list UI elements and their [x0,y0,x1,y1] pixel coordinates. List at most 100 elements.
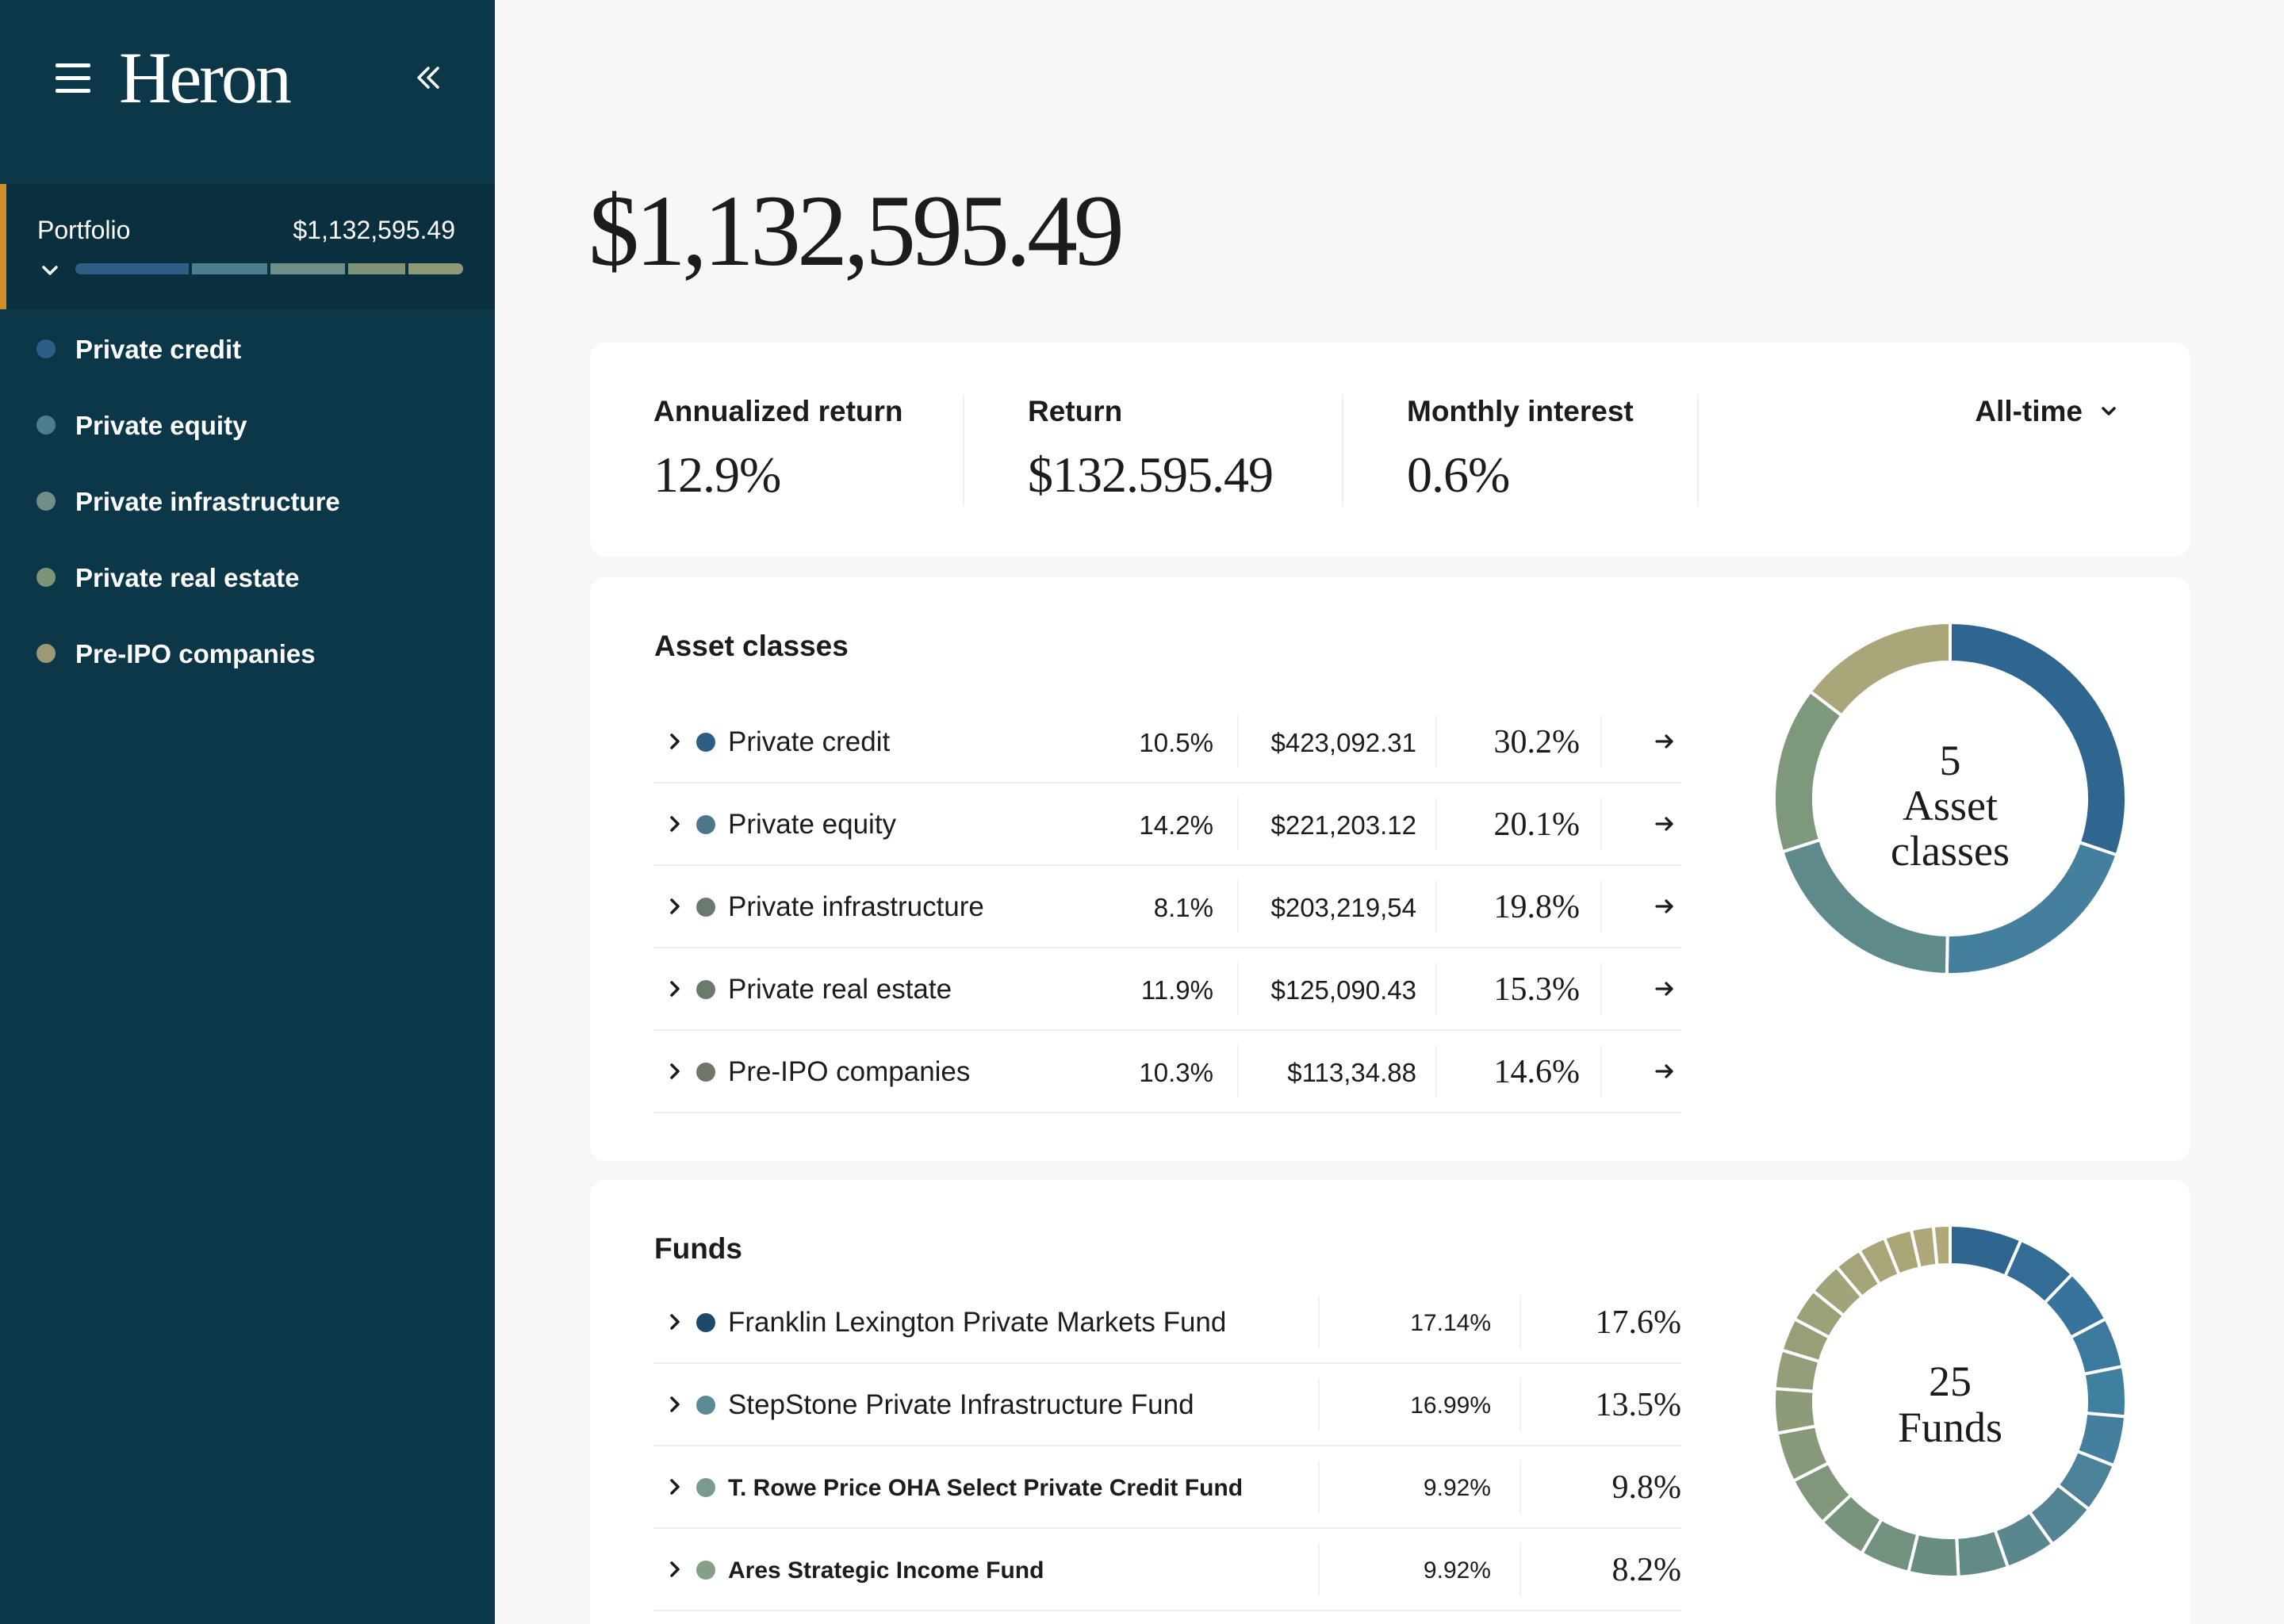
stats-card: Annualized return 12.9% Return $132.595.… [590,343,2190,557]
asset-return: 10.3% [1139,1058,1213,1087]
table-row[interactable]: Private real estate 11.9% $125,090.43 15… [653,948,1681,1031]
chevron-right-icon[interactable] [665,1559,685,1580]
arrow-right-icon[interactable] [1653,894,1677,918]
donut-slice [1772,1386,1818,1435]
portfolio-allocation-bar [75,263,463,274]
table-row[interactable]: Private credit 10.5% $423,092.31 30.2% [653,701,1681,783]
table-row[interactable]: T. Rowe Price OHA Select Private Credit … [653,1446,1681,1529]
table-row[interactable]: Pre-IPO companies 10.3% $113,34.88 14.6% [653,1031,1681,1113]
donut-slice [1772,689,1845,854]
stat-value: 0.6% [1407,446,1510,503]
arrow-right-icon[interactable] [1653,977,1677,1001]
table-row[interactable]: Franklin Lexington Private Markets Fund … [653,1281,1681,1364]
divider [1600,1045,1602,1097]
portfolio-summary[interactable]: Portfolio $1,132,595.49 [0,184,495,309]
divider [1342,395,1343,506]
sidebar-item-private-real-estate[interactable]: Private real estate [0,553,495,601]
row-dot [696,1396,715,1415]
chevron-right-icon[interactable] [665,814,685,834]
fund-return: 16.99% [1410,1392,1491,1419]
table-row[interactable]: StepStone Private Infrastructure Fund 16… [653,1364,1681,1446]
table-row[interactable]: Private equity 14.2% $221,203.12 20.1% [653,783,1681,866]
arrow-right-icon[interactable] [1653,1059,1677,1083]
divider [1435,1045,1437,1097]
row-dot [696,1063,715,1082]
divider [1519,1296,1521,1348]
divider [1600,880,1602,933]
chevron-down-icon[interactable] [40,260,60,281]
row-dot [696,980,715,999]
chevron-right-icon[interactable] [665,1477,685,1497]
funds-donut-chart: 25 Funds [1772,1223,2128,1579]
arrow-right-icon[interactable] [1653,812,1677,836]
chevron-right-icon[interactable] [665,731,685,752]
menu-icon[interactable] [56,63,90,94]
sidebar-item-private-infrastructure[interactable]: Private infrastructure [0,477,495,525]
stat-return: Return $132.595.49 [1028,395,1274,504]
stat-monthly-interest: Monthly interest 0.6% [1407,395,1634,504]
asset-share: 19.8% [1493,889,1581,925]
section-title: Asset classes [654,630,849,662]
divider [1435,715,1437,768]
asset-classes-donut-chart: 5 Asset classes [1772,620,2128,976]
fund-name: T. Rowe Price OHA Select Private Credit … [728,1475,1244,1501]
asset-name: Pre-IPO companies [728,1056,971,1087]
fund-share: 8.2% [1611,1552,1682,1588]
divider [1519,1543,1521,1595]
nav-dot [36,339,56,358]
asset-name: Private real estate [728,974,952,1005]
divider [1697,395,1699,506]
divider [1435,798,1437,850]
sidebar-item-label: Private infrastructure [75,487,340,516]
divider [1600,715,1602,768]
chevron-right-icon[interactable] [665,1394,685,1415]
divider [1318,1461,1320,1513]
collapse-sidebar-icon[interactable] [412,62,444,94]
period-dropdown[interactable]: All-time [1975,395,2119,428]
stat-value: 12.9% [653,446,781,503]
sidebar: Heron Portfolio $1,132,595.49 Private cr… [0,0,495,1624]
stat-annualized-return: Annualized return 12.9% [653,395,903,504]
asset-amount: $125,090.43 [1270,975,1416,1005]
divider [1519,1378,1521,1431]
asset-return: 10.5% [1139,728,1213,757]
fund-name: StepStone Private Infrastructure Fund [728,1389,1194,1420]
divider [1435,880,1437,933]
chevron-right-icon[interactable] [665,896,685,917]
stat-value: $132.595.49 [1028,446,1274,503]
divider [1237,1045,1239,1097]
sidebar-item-private-credit[interactable]: Private credit [0,325,495,373]
chevron-right-icon[interactable] [665,1312,685,1332]
asset-return: 14.2% [1139,810,1213,840]
donut-caption-line1: Asset [1903,782,1998,829]
arrow-right-icon[interactable] [1653,730,1677,753]
fund-return: 9.92% [1423,1475,1491,1501]
nav-dot [36,416,56,435]
allocation-segment [347,263,405,274]
asset-amount: $221,203.12 [1270,810,1416,840]
row-dot [696,815,715,834]
row-dot [696,733,715,752]
asset-amount: $203,219,54 [1270,893,1416,922]
donut-slice [1807,620,1952,718]
allocation-segment [270,263,345,274]
divider [1318,1543,1320,1595]
chevron-right-icon[interactable] [665,1061,685,1082]
fund-name: Franklin Lexington Private Markets Fund [728,1307,1227,1338]
nav-dot [36,644,56,663]
table-row[interactable]: Ares Strategic Income Fund 9.92% 8.2% [653,1529,1681,1611]
donut-caption-line2: classes [1891,827,2010,875]
asset-share: 14.6% [1493,1054,1581,1090]
donut-caption-line1: Funds [1898,1404,2002,1451]
fund-return: 9.92% [1423,1557,1491,1584]
asset-return: 11.9% [1140,975,1213,1005]
sidebar-item-label: Private equity [75,411,247,440]
sidebar-item-private-equity[interactable]: Private equity [0,401,495,449]
sidebar-item-pre-ipo-companies[interactable]: Pre-IPO companies [0,630,495,677]
donut-slice [1931,1223,1952,1267]
table-row[interactable]: Private infrastructure 8.1% $203,219,54 … [653,866,1681,948]
divider [1435,963,1437,1015]
chevron-right-icon[interactable] [665,979,685,999]
sidebar-item-label: Private real estate [75,563,300,592]
row-dot [696,1561,715,1580]
